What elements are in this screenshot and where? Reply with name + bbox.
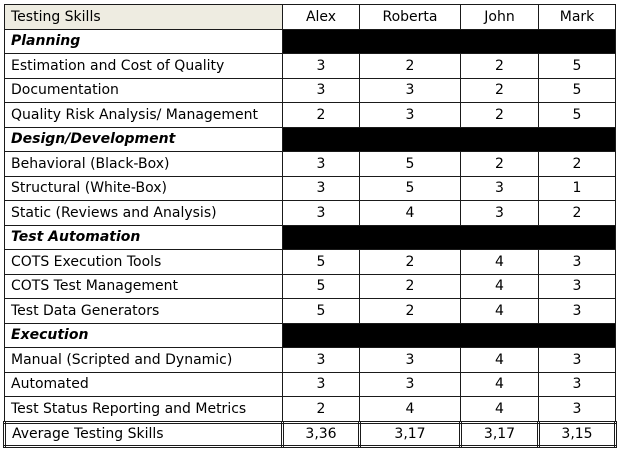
score-john: 4 [460, 273, 539, 299]
score-mark: 3 [538, 298, 616, 324]
score-mark: 3 [538, 371, 616, 397]
score-alex: 5 [282, 249, 360, 275]
category-fill [282, 126, 616, 152]
score-john: 3 [460, 200, 539, 226]
score-mark: 2 [538, 151, 616, 177]
table-row: Test Data Generators 5 2 4 3 [4, 298, 616, 324]
score-mark: 5 [538, 53, 616, 79]
skill-label: Test Status Reporting and Metrics [4, 396, 283, 423]
score-roberta: 4 [359, 396, 461, 423]
category-row-design-development: Design/Development [4, 126, 616, 152]
score-john: 2 [460, 77, 539, 103]
table-row: Static (Reviews and Analysis) 3 4 3 2 [4, 200, 616, 226]
score-john: 3 [460, 175, 539, 201]
skill-label: Static (Reviews and Analysis) [4, 200, 283, 226]
category-row-test-automation: Test Automation [4, 224, 616, 250]
testing-skills-sheet: Testing Skills Alex Roberta John Mark Pl… [3, 4, 617, 448]
category-fill [282, 28, 616, 54]
score-alex: 2 [282, 396, 360, 423]
table-row: Documentation 3 3 2 5 [4, 77, 616, 103]
category-label: Execution [4, 322, 283, 348]
header-alex: Alex [282, 4, 360, 30]
category-row-execution: Execution [4, 322, 616, 348]
header-john: John [460, 4, 539, 30]
skill-label: COTS Execution Tools [4, 249, 283, 275]
score-john: 4 [460, 347, 539, 373]
score-mark: 5 [538, 102, 616, 128]
score-mark: 2 [538, 200, 616, 226]
score-roberta: 3 [359, 371, 461, 397]
category-label: Planning [4, 28, 283, 54]
skill-label: COTS Test Management [4, 273, 283, 299]
score-john: 2 [460, 102, 539, 128]
score-mark: 5 [538, 77, 616, 103]
table-row: Test Status Reporting and Metrics 2 4 4 … [4, 396, 616, 423]
skill-label: Behavioral (Black-Box) [4, 151, 283, 177]
score-roberta: 2 [359, 249, 461, 275]
average-john: 3,17 [459, 420, 540, 448]
table-row: Estimation and Cost of Quality 3 2 2 5 [4, 53, 616, 79]
score-mark: 1 [538, 175, 616, 201]
score-roberta: 3 [359, 77, 461, 103]
table-row: Quality Risk Analysis/ Management 2 3 2 … [4, 102, 616, 128]
average-roberta: 3,17 [358, 420, 462, 448]
category-fill [282, 224, 616, 250]
score-alex: 3 [282, 347, 360, 373]
skill-label: Quality Risk Analysis/ Management [4, 102, 283, 128]
score-roberta: 4 [359, 200, 461, 226]
header-row: Testing Skills Alex Roberta John Mark [4, 4, 616, 30]
score-alex: 3 [282, 200, 360, 226]
score-roberta: 2 [359, 273, 461, 299]
score-mark: 3 [538, 249, 616, 275]
score-john: 2 [460, 53, 539, 79]
table-row: Automated 3 3 4 3 [4, 371, 616, 397]
category-label: Design/Development [4, 126, 283, 152]
score-roberta: 3 [359, 347, 461, 373]
average-row: Average Testing Skills 3,36 3,17 3,17 3,… [3, 420, 617, 448]
score-john: 4 [460, 396, 539, 423]
score-john: 4 [460, 371, 539, 397]
skill-label: Documentation [4, 77, 283, 103]
skill-label: Test Data Generators [4, 298, 283, 324]
table-row: Structural (White-Box) 3 5 3 1 [4, 175, 616, 201]
table-row: COTS Execution Tools 5 2 4 3 [4, 249, 616, 275]
average-label: Average Testing Skills [3, 420, 284, 448]
score-alex: 3 [282, 151, 360, 177]
average-mark: 3,15 [537, 420, 617, 448]
header-testing-skills: Testing Skills [4, 4, 283, 30]
score-john: 4 [460, 249, 539, 275]
score-alex: 5 [282, 273, 360, 299]
score-alex: 3 [282, 175, 360, 201]
score-john: 4 [460, 298, 539, 324]
category-fill [282, 322, 616, 348]
table-row: Behavioral (Black-Box) 3 5 2 2 [4, 151, 616, 177]
score-alex: 3 [282, 77, 360, 103]
header-roberta: Roberta [359, 4, 461, 30]
average-alex: 3,36 [281, 420, 361, 448]
table-row: Manual (Scripted and Dynamic) 3 3 4 3 [4, 347, 616, 373]
score-roberta: 2 [359, 53, 461, 79]
score-roberta: 2 [359, 298, 461, 324]
skill-label: Estimation and Cost of Quality [4, 53, 283, 79]
score-mark: 3 [538, 273, 616, 299]
score-alex: 3 [282, 371, 360, 397]
table-body: Testing Skills Alex Roberta John Mark Pl… [3, 4, 617, 448]
table-row: COTS Test Management 5 2 4 3 [4, 273, 616, 299]
testing-skills-table: Testing Skills Alex Roberta John Mark Pl… [3, 4, 617, 448]
category-label: Test Automation [4, 224, 283, 250]
score-alex: 5 [282, 298, 360, 324]
score-mark: 3 [538, 396, 616, 423]
score-roberta: 5 [359, 175, 461, 201]
category-row-planning: Planning [4, 28, 616, 54]
skill-label: Automated [4, 371, 283, 397]
score-mark: 3 [538, 347, 616, 373]
score-alex: 2 [282, 102, 360, 128]
score-alex: 3 [282, 53, 360, 79]
score-roberta: 5 [359, 151, 461, 177]
score-john: 2 [460, 151, 539, 177]
skill-label: Manual (Scripted and Dynamic) [4, 347, 283, 373]
score-roberta: 3 [359, 102, 461, 128]
header-mark: Mark [538, 4, 616, 30]
skill-label: Structural (White-Box) [4, 175, 283, 201]
